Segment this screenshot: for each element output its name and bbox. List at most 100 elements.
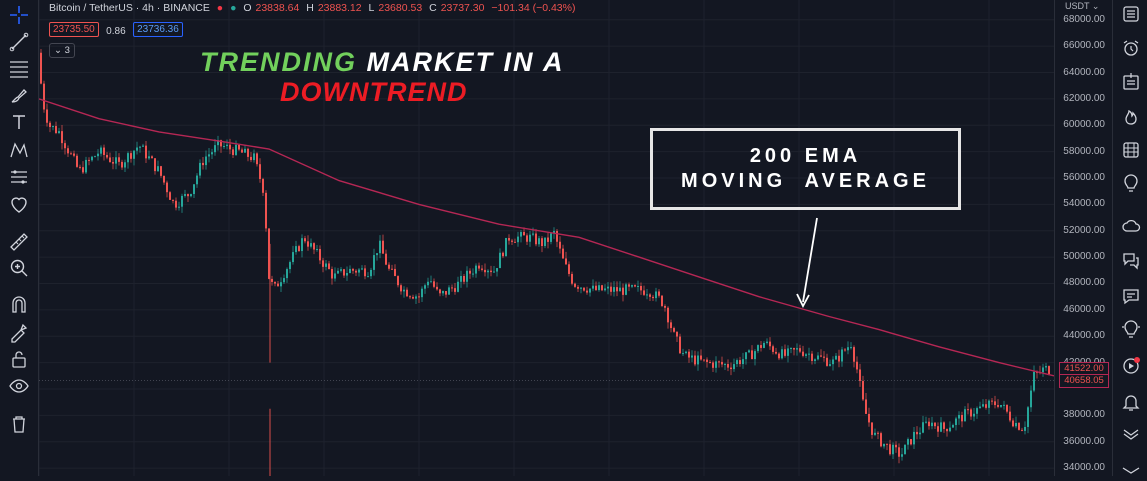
sidebar-collapse-icon[interactable] (1121, 426, 1141, 446)
candle-body (889, 444, 891, 455)
candle-body (784, 349, 786, 356)
candle-body (568, 264, 570, 274)
close-label: C (429, 2, 437, 14)
sell-button[interactable]: 23735.50 (49, 22, 99, 38)
eye-icon[interactable] (7, 374, 31, 398)
streams-bulb-icon[interactable] (1121, 320, 1141, 340)
candle-body (874, 432, 876, 435)
candle-body (922, 422, 924, 433)
lock-drawing-icon[interactable] (7, 320, 31, 344)
candle-body (589, 288, 591, 293)
calendar-grid-icon[interactable] (1121, 140, 1141, 160)
candle-body (616, 287, 618, 292)
alarm-clock-icon[interactable] (1121, 38, 1141, 58)
candle-body (871, 422, 873, 435)
candle-body (250, 156, 252, 161)
candle-body (763, 342, 765, 348)
ema-annotation-box: 200 EMA MOVING AVERAGE (650, 128, 961, 210)
candle-body (796, 348, 798, 350)
candle-body (640, 285, 642, 291)
live-stream-icon[interactable] (1121, 356, 1141, 376)
magnet-icon[interactable] (7, 293, 31, 317)
crosshair-icon[interactable] (7, 3, 31, 27)
candle-body (100, 147, 102, 154)
lock-icon[interactable] (7, 347, 31, 371)
candle-body (430, 281, 432, 283)
candle-body (1003, 404, 1005, 406)
forecast-icon[interactable] (7, 165, 31, 189)
candle-body (313, 243, 315, 250)
text-tool-icon[interactable] (7, 110, 31, 134)
hotlist-fire-icon[interactable] (1121, 106, 1141, 126)
candle-body (232, 149, 234, 155)
candle-body (646, 294, 648, 296)
indicators-toggle-button[interactable]: ⌄ 3 (49, 43, 75, 58)
messages-icon[interactable] (1121, 286, 1141, 306)
layers-icon[interactable] (1121, 456, 1141, 476)
candle-body (94, 156, 96, 158)
candle-body (211, 152, 213, 155)
candle-body (694, 355, 696, 365)
candle-body (502, 252, 504, 257)
price-tick-label: 66000.00 (1063, 40, 1105, 52)
buy-button[interactable]: 23736.36 (133, 22, 183, 38)
candle-body (256, 153, 258, 165)
candle-body (844, 349, 846, 351)
fib-retracement-icon[interactable] (7, 56, 31, 80)
heart-icon[interactable] (7, 192, 31, 216)
candle-body (448, 287, 450, 295)
candle-body (259, 164, 261, 179)
candle-body (550, 233, 552, 242)
ruler-icon[interactable] (7, 230, 31, 254)
candle-body (367, 276, 369, 278)
candle-body (721, 361, 723, 365)
candle-body (685, 351, 687, 354)
candle-body (712, 362, 714, 368)
candle-body (700, 355, 702, 360)
candle-body (268, 228, 270, 279)
candle-body (991, 400, 993, 402)
currency-selector[interactable]: USDT ⌄ (1065, 1, 1099, 12)
candle-body (595, 285, 597, 291)
trend-line-icon[interactable] (7, 30, 31, 54)
data-window-icon[interactable] (1121, 72, 1141, 92)
candle-body (547, 237, 549, 242)
price-chart[interactable] (39, 0, 1054, 476)
brush-icon[interactable] (7, 84, 31, 108)
pattern-icon[interactable] (7, 138, 31, 162)
candle-body (955, 418, 957, 426)
candle-body (526, 235, 528, 242)
ideas-bulb-icon[interactable] (1121, 174, 1141, 194)
candle-body (679, 336, 681, 354)
chats-icon[interactable] (1121, 250, 1141, 270)
cloud-icon[interactable] (1121, 216, 1141, 236)
watchlist-icon[interactable] (1121, 4, 1141, 24)
candle-body (1012, 420, 1014, 427)
ema-200-line[interactable] (39, 98, 1054, 377)
trash-icon[interactable] (7, 412, 31, 436)
candle-body (157, 166, 159, 172)
candle-body (301, 238, 303, 252)
price-axis[interactable]: USDT ⌄ 68000.00 66000.00 64000.00 62000.00 6… (1054, 0, 1111, 476)
candle-body (265, 192, 267, 229)
candle-body (289, 262, 291, 270)
price-tick-label: 44000.00 (1063, 330, 1105, 342)
symbol-name[interactable]: Bitcoin / TetherUS · 4h · BINANCE (49, 2, 210, 14)
candle-body (649, 294, 651, 297)
currency-label: USDT (1065, 1, 1090, 11)
candle-body (433, 281, 435, 287)
zoom-in-icon[interactable] (7, 256, 31, 280)
candle-body (508, 238, 510, 241)
candle-body (145, 145, 147, 159)
candle-body (220, 140, 222, 147)
candle-body (577, 286, 579, 289)
candle-body (565, 258, 567, 265)
candle-body (370, 269, 372, 277)
candle-body (538, 238, 540, 245)
chart-pane[interactable] (39, 0, 1054, 476)
candle-body (208, 154, 210, 157)
candle-body (286, 269, 288, 279)
notifications-bell-icon[interactable] (1121, 392, 1141, 412)
candle-body (703, 359, 705, 361)
candle-body (61, 131, 63, 144)
